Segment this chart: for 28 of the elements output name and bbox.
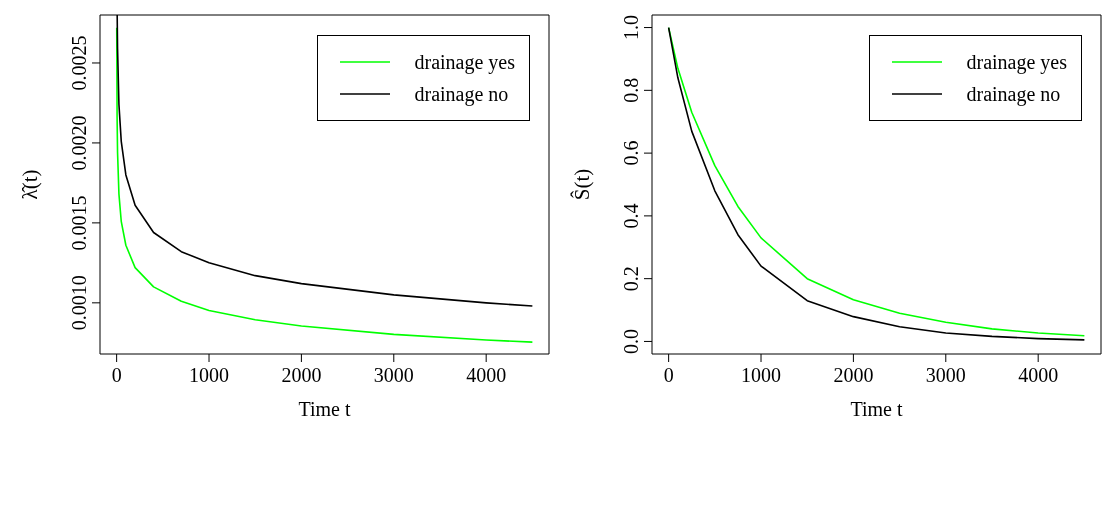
y-tick-label: 0.0010	[68, 275, 90, 331]
x-axis-title: Time t	[298, 398, 351, 420]
x-tick-label: 4000	[1018, 364, 1059, 387]
y-axis-title: Ŝ(t)	[570, 168, 595, 201]
y-tick-label: 0.2	[620, 266, 642, 292]
x-tick-label: 2000	[833, 364, 874, 387]
y-tick-label: 0.4	[620, 203, 642, 229]
y-axis-title: λ̂(t)	[18, 169, 43, 200]
x-tick-label: 0	[663, 364, 674, 387]
y-tick-label: 0.0020	[68, 115, 90, 171]
y-tick-label: 0.0015	[68, 195, 90, 251]
x-tick-label: 0	[111, 364, 122, 387]
x-axis-title: Time t	[850, 398, 903, 420]
x-tick-label: 3000	[373, 364, 414, 387]
y-tick-label: 0.0	[620, 328, 642, 354]
x-tick-label: 4000	[466, 364, 507, 387]
y-tick-label: 0.8	[620, 77, 642, 103]
x-tick-label: 1000	[189, 364, 230, 387]
y-tick-label: 1.0	[620, 15, 642, 41]
legend-label: drainage yes	[414, 50, 515, 74]
x-tick-label: 2000	[281, 364, 322, 387]
y-tick-label: 0.6	[620, 140, 642, 166]
legend-label: drainage no	[966, 82, 1061, 106]
y-tick-label: 0.0025	[68, 35, 90, 91]
legend-label: drainage yes	[966, 50, 1067, 74]
legend-label: drainage no	[414, 82, 509, 106]
x-tick-label: 1000	[741, 364, 782, 387]
x-tick-label: 3000	[925, 364, 966, 387]
